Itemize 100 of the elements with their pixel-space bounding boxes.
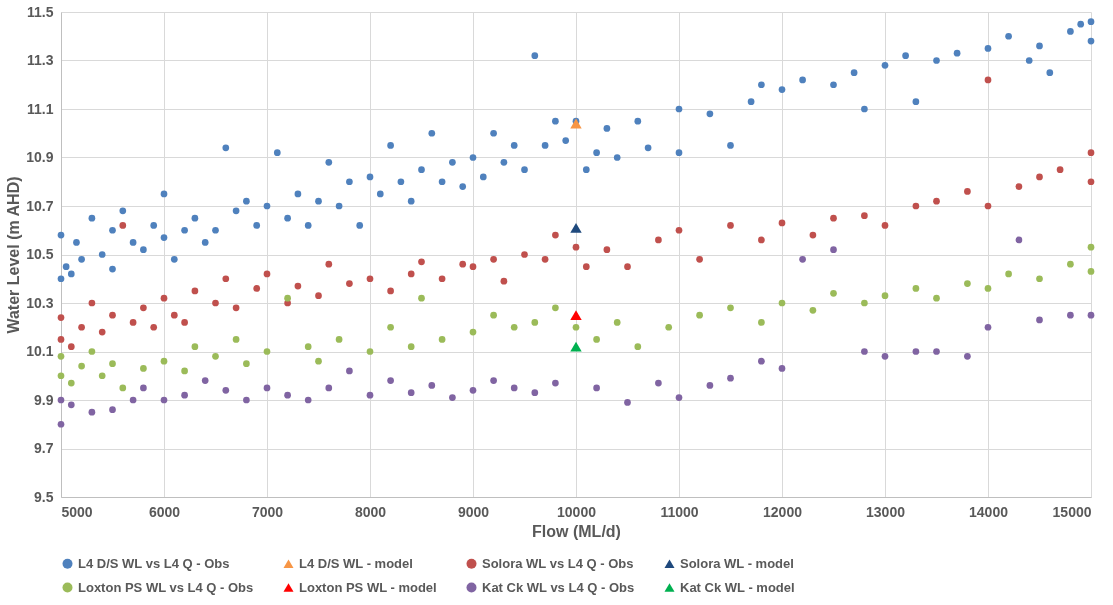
point [232, 336, 240, 343]
point [243, 396, 250, 404]
point [98, 372, 106, 380]
point [531, 389, 539, 397]
point [758, 319, 765, 326]
legend-label: L4 D/S WL - model [299, 555, 413, 571]
point [129, 396, 137, 404]
legend-label: L4 D/S WL vs L4 Q - Obs [78, 555, 230, 571]
point [613, 319, 621, 326]
legend-label: Loxton PS WL - model [299, 579, 437, 595]
point [222, 386, 230, 394]
point [696, 311, 703, 319]
point [881, 353, 889, 360]
point [1067, 311, 1074, 319]
point [78, 362, 85, 370]
point [366, 391, 374, 399]
point [799, 256, 806, 263]
point [552, 304, 559, 312]
point [634, 343, 642, 350]
point [263, 384, 271, 392]
point [1087, 243, 1095, 251]
point [727, 304, 734, 312]
point [572, 323, 580, 331]
point [366, 348, 374, 355]
point [88, 348, 96, 355]
point [428, 382, 436, 389]
point [912, 285, 920, 292]
point [809, 306, 817, 314]
x-tick-label: 12000 [763, 503, 803, 520]
y-tick-label: 11.3 [27, 52, 54, 68]
point [490, 311, 497, 319]
x-tick-label: 7000 [251, 503, 284, 520]
point [160, 357, 168, 365]
point [57, 420, 65, 428]
point [418, 294, 425, 302]
point [304, 343, 312, 350]
point [830, 246, 837, 253]
point [191, 343, 199, 350]
x-tick-label: 15000 [1052, 503, 1092, 520]
y-tick-label: 10.3 [26, 294, 54, 311]
point [469, 328, 477, 336]
point [88, 408, 96, 416]
legend-label: Kat Ck WL vs L4 Q - Obs [482, 579, 635, 595]
point [284, 294, 291, 302]
point [160, 396, 168, 404]
point [510, 384, 518, 392]
point [912, 348, 920, 355]
point [109, 360, 116, 367]
point [570, 118, 582, 129]
point [1067, 260, 1074, 268]
x-tick-label: 13000 [866, 503, 906, 520]
point [109, 406, 116, 414]
point [346, 367, 353, 375]
point [1087, 268, 1095, 275]
point [407, 389, 415, 397]
point [119, 384, 127, 392]
point [57, 372, 65, 380]
point [655, 379, 662, 387]
y-tick-label: 10.5 [26, 246, 54, 262]
point [778, 299, 786, 307]
point [570, 222, 582, 233]
x-tick-label: 10000 [557, 503, 597, 520]
point [964, 280, 971, 287]
point [438, 336, 446, 343]
point [67, 379, 75, 387]
point [212, 353, 219, 360]
point [881, 292, 889, 300]
x-tick-label: 8000 [354, 503, 387, 520]
legend-label: Solora WL - model [680, 555, 794, 571]
y-tick-label: 9.9 [34, 391, 54, 408]
point [201, 377, 209, 384]
point [469, 386, 477, 394]
point [315, 357, 322, 365]
y-tick-label: 9.5 [34, 488, 54, 505]
point [490, 377, 497, 384]
point [57, 353, 65, 360]
point [140, 365, 147, 372]
point [181, 391, 188, 399]
point [1087, 311, 1095, 319]
point [531, 319, 539, 326]
point [263, 348, 271, 355]
point [933, 294, 940, 302]
y-tick-label: 11.1 [27, 100, 54, 117]
point [552, 379, 559, 387]
point [387, 377, 394, 384]
point [964, 353, 971, 360]
point [665, 323, 673, 331]
point [984, 285, 992, 292]
y-tick-label: 10.1 [26, 343, 54, 359]
x-tick-label: 9000 [457, 503, 490, 520]
point [1015, 236, 1023, 244]
point [243, 360, 250, 367]
legend-label: Kat Ck WL - model [680, 579, 795, 595]
point [407, 343, 415, 350]
legend-label: Solora WL vs L4 Q - Obs [482, 555, 634, 571]
y-tick-label: 10.7 [26, 197, 54, 214]
x-tick-label: 14000 [969, 503, 1009, 520]
point [1005, 270, 1012, 278]
point [67, 401, 75, 409]
point [284, 391, 291, 399]
